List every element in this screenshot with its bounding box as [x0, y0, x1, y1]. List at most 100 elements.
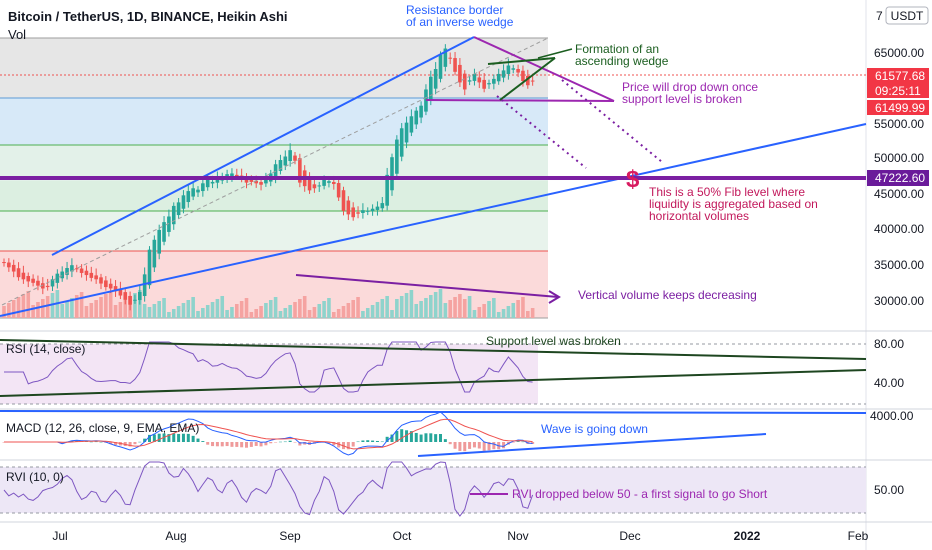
macd-hist-bar — [346, 442, 350, 450]
candle-body — [530, 80, 535, 82]
candle-body — [453, 58, 457, 72]
volume-bar — [341, 306, 346, 318]
volume-bar — [283, 308, 288, 318]
candle-body — [176, 202, 181, 216]
candle-body — [16, 268, 21, 278]
macd-hist-bar — [443, 439, 447, 442]
time-axis: Jul Aug Sep Oct Nov Dec 2022 Feb — [52, 529, 868, 543]
macd-hist-bar — [215, 442, 219, 447]
candle-body — [365, 210, 370, 212]
fib-zone-blue — [0, 98, 548, 145]
volume-bar — [492, 298, 496, 318]
price-tick: 35000.00 — [874, 258, 924, 272]
volume-bar — [239, 301, 244, 318]
macd-hist-bar — [138, 441, 142, 443]
macd-hist-bar — [487, 442, 491, 451]
candle-body — [322, 179, 326, 186]
macd-hist-bar — [502, 442, 506, 449]
macd-hist-bar — [361, 440, 365, 442]
macd-hist-bar — [468, 442, 472, 449]
candle-body — [162, 222, 166, 242]
candle-body — [492, 78, 496, 84]
volume-bar — [448, 300, 452, 318]
macd-label: MACD (12, 26, close, 9, EMA, EMA) — [6, 421, 199, 435]
candle-body — [351, 207, 355, 218]
rsi-pane: RSI (14, close) Support level was broken… — [0, 334, 904, 405]
macd-hist-bar — [434, 434, 438, 442]
volume-bar — [327, 298, 331, 318]
candle-body — [380, 203, 385, 209]
volume-bar — [94, 300, 98, 318]
volume-bar — [317, 304, 322, 318]
macd-hist-bar — [424, 433, 428, 442]
candle-body — [399, 128, 404, 157]
candle-body — [443, 48, 448, 67]
candle-body — [375, 206, 380, 210]
volume-bar — [385, 296, 389, 318]
volume-bar — [205, 305, 210, 318]
volume-bar — [390, 310, 394, 318]
macd-hist-bar — [429, 433, 433, 442]
volume-bar — [424, 298, 428, 318]
volume-bar — [530, 308, 535, 318]
macd-hist-bar — [143, 438, 147, 442]
macd-hist-bar — [99, 441, 103, 443]
macd-hist-bar — [380, 441, 384, 443]
volume-bar — [268, 300, 273, 318]
macd-hist-bar — [293, 442, 297, 443]
volume-bar — [50, 293, 55, 318]
macd-hist-bar — [148, 434, 151, 442]
candle-body — [191, 188, 195, 197]
fib-annotation-line-2: liquidity is aggregated based on — [649, 197, 818, 211]
volume-arrow-head — [548, 290, 561, 304]
volume-bar — [399, 296, 404, 318]
macd-lower-trendline — [417, 433, 767, 457]
volume-bar — [230, 307, 234, 318]
time-label: Aug — [165, 529, 186, 543]
candle-body — [123, 292, 128, 300]
rsi-lower-trendline — [0, 369, 867, 397]
candle-body — [11, 264, 16, 272]
volume-bar — [419, 301, 423, 318]
volume-bar — [409, 290, 414, 318]
support-trendline — [0, 123, 867, 317]
candle-body — [181, 195, 186, 209]
fib-zone-green — [0, 181, 548, 211]
candle-body — [70, 265, 74, 272]
rvi-pane: RVI (10, 0) RVI dropped below 50 - a fir… — [0, 461, 904, 517]
volume-bar — [31, 305, 35, 318]
candle-body — [31, 278, 35, 283]
volume-bar — [235, 304, 239, 318]
volume-bar — [487, 301, 491, 318]
macd-hist-bar — [167, 434, 171, 442]
candle-body — [147, 249, 152, 286]
volume-bar — [157, 301, 161, 318]
candle-body — [205, 179, 210, 188]
volume-bar — [264, 303, 268, 318]
volume-bar — [84, 306, 89, 318]
volume-bar — [302, 296, 307, 318]
fib-price-badge-text: 47222.60 — [875, 171, 925, 185]
candle-body — [521, 70, 525, 81]
macd-hist-bar — [332, 442, 336, 446]
volume-bar — [249, 312, 254, 318]
macd-hist-bar — [516, 441, 520, 442]
macd-hist-bar — [220, 442, 224, 447]
volume-bar — [482, 304, 486, 318]
candle-body — [433, 68, 438, 89]
volume-bar — [395, 299, 399, 318]
candle-body — [264, 179, 268, 184]
fib-dollar-symbol: $ — [626, 166, 640, 193]
countdown-badge-text: 09:25:11 — [875, 84, 921, 98]
macd-hist-bar — [94, 441, 98, 443]
volume-bar — [11, 300, 16, 318]
volume-bar — [312, 307, 317, 318]
time-label: Jul — [52, 529, 67, 543]
currency-button[interactable] — [885, 6, 929, 25]
support-broken-annotation: Support level was broken — [486, 334, 621, 348]
currency-button-label[interactable]: USDT — [891, 9, 924, 23]
candle-body — [79, 268, 84, 273]
candle-body — [74, 268, 79, 270]
candle-body — [201, 183, 205, 192]
